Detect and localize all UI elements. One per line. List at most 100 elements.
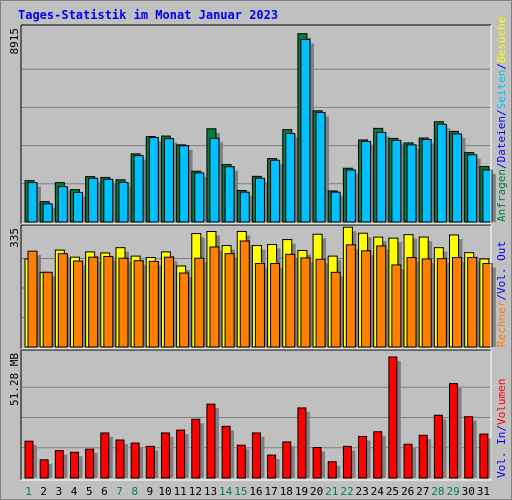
bar-volumen-day-22	[342, 445, 352, 479]
bar-dateien-day-20	[315, 112, 326, 223]
bar-dateien-day-10	[163, 138, 174, 223]
bar-dateien-day-15	[239, 191, 250, 223]
day-label-31: 31	[477, 485, 490, 498]
bar-volumen-day-27	[418, 434, 428, 479]
bar-dateien-day-5	[88, 177, 99, 223]
bar-dateien-day-16	[254, 177, 265, 223]
bar-rechner-day-17	[270, 263, 281, 348]
bar-dateien-day-7	[118, 181, 129, 223]
day-label-21: 21	[325, 485, 338, 498]
bar-volumen-day-20	[312, 447, 322, 479]
bar-rechner-day-1	[27, 250, 38, 348]
bar-volumen-day-16	[251, 432, 261, 479]
bar-volumen-day-18	[282, 441, 292, 479]
bar-dateien-day-14	[224, 166, 235, 223]
bar-dateien-day-27	[421, 139, 432, 223]
bar-volumen-day-13	[206, 403, 216, 479]
day-label-10: 10	[158, 485, 171, 498]
bar-rechner-day-11	[179, 272, 190, 348]
bar-dateien-day-18	[285, 133, 296, 223]
bar-rechner-day-29	[452, 257, 463, 348]
bar-rechner-day-28	[436, 258, 447, 348]
day-label-27: 27	[416, 485, 429, 498]
bar-dateien-day-26	[406, 144, 417, 223]
bar-volumen-day-4	[69, 451, 79, 479]
day-label-5: 5	[86, 485, 93, 498]
side-legend-part: /	[495, 294, 508, 301]
bar-rechner-day-16	[254, 263, 265, 348]
bar-dateien-day-23	[361, 140, 372, 223]
bar-rechner-day-5	[88, 256, 99, 348]
bar-volumen-day-24	[373, 431, 383, 479]
bar-rechner-day-31	[482, 263, 493, 348]
bar-rechner-day-18	[285, 253, 296, 348]
bar-volumen-day-17	[267, 454, 277, 479]
side-legend-part: Volumen	[495, 379, 508, 425]
day-label-30: 30	[462, 485, 475, 498]
bar-rechner-day-2	[42, 271, 53, 348]
bar-volumen-day-5	[85, 448, 95, 479]
bar-volumen-day-19	[297, 407, 307, 479]
bar-dateien-day-9	[148, 137, 159, 223]
day-label-4: 4	[71, 485, 78, 498]
side-legend: Rechner/Vol. Out	[495, 241, 508, 347]
bar-volumen-day-23	[358, 435, 368, 479]
day-label-17: 17	[265, 485, 278, 498]
bar-rechner-day-26	[406, 257, 417, 348]
chart-title: Tages-Statistik im Monat Januar 2023	[18, 8, 279, 22]
side-legend-part: /	[495, 109, 508, 116]
bar-rechner-day-19	[300, 257, 311, 348]
day-label-19: 19	[295, 485, 308, 498]
bar-rechner-day-6	[103, 255, 114, 348]
side-legend-part: Vol. Out	[495, 241, 508, 294]
max-value-label: 51.28 MB	[8, 353, 21, 406]
bar-rechner-day-15	[239, 240, 250, 348]
bar-volumen-day-11	[176, 429, 186, 479]
bar-volumen-day-30	[464, 416, 474, 479]
bar-dateien-day-21	[330, 191, 341, 223]
day-label-28: 28	[431, 485, 444, 498]
day-label-8: 8	[131, 485, 138, 498]
day-label-7: 7	[116, 485, 123, 498]
bar-volumen-day-26	[403, 443, 413, 479]
bar-dateien-day-30	[467, 154, 478, 223]
side-legend-part: /	[495, 63, 508, 70]
day-label-2: 2	[40, 485, 47, 498]
side-legend-part: Dateien	[495, 116, 508, 162]
bar-rechner-day-30	[467, 257, 478, 348]
bar-volumen-day-3	[54, 450, 64, 479]
bar-dateien-day-28	[436, 123, 447, 223]
max-value-label: 8915	[8, 28, 21, 55]
bar-dateien-day-1	[27, 182, 38, 223]
bar-rechner-day-10	[163, 256, 174, 348]
bar-dateien-day-17	[270, 159, 281, 223]
bar-rechner-day-14	[224, 253, 235, 348]
bar-volumen-day-14	[221, 425, 231, 479]
side-legend-part: Besuche	[495, 17, 508, 63]
bar-dateien-day-25	[391, 139, 402, 223]
bar-dateien-day-8	[133, 155, 144, 223]
bar-dateien-day-12	[194, 172, 205, 223]
side-legend-part: /	[495, 162, 508, 169]
bar-dateien-day-6	[103, 178, 114, 223]
bar-volumen-day-9	[145, 445, 155, 479]
bar-rechner-day-24	[376, 245, 387, 348]
bar-volumen-day-31	[479, 433, 489, 479]
side-legend-part: Rechner	[495, 300, 508, 347]
bar-rechner-day-22	[345, 244, 356, 348]
bar-rechner-day-27	[421, 258, 432, 348]
bar-volumen-day-8	[130, 442, 140, 479]
bar-volumen-day-21	[327, 461, 337, 479]
bar-dateien-day-22	[345, 169, 356, 223]
day-label-26: 26	[401, 485, 414, 498]
side-legend: Vol. In/Volumen	[495, 379, 508, 478]
day-label-6: 6	[101, 485, 108, 498]
side-legend-part: Anfragen	[495, 169, 508, 222]
bar-rechner-day-9	[148, 260, 159, 348]
bar-volumen-day-25	[388, 356, 398, 479]
bar-volumen-day-1	[24, 440, 34, 479]
bar-volumen-day-29	[449, 383, 459, 479]
max-value-label: 335	[8, 228, 21, 248]
